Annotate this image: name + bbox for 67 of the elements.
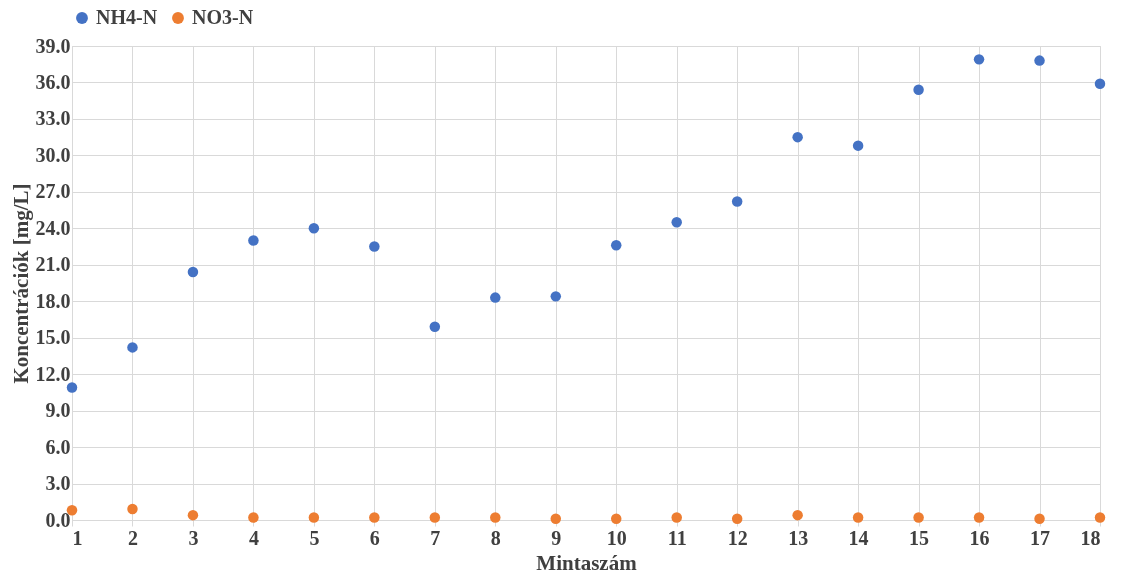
x-tick-label: 12 (727, 526, 748, 549)
point (973, 54, 985, 65)
point (550, 291, 562, 302)
y-tick-label: 24.0 (35, 216, 71, 239)
x-tick-label: 14 (848, 526, 869, 549)
x-tick-label: 16 (969, 526, 990, 549)
y-tick-label: 0.0 (45, 508, 71, 531)
y-tick-label: 39.0 (35, 34, 71, 57)
x-tick-label: 6 (369, 526, 380, 549)
point (1034, 55, 1045, 66)
x-tick-label: 3 (188, 526, 199, 549)
x-tick-label: 13 (788, 526, 809, 549)
point (308, 223, 320, 234)
x-tick-label: 4 (248, 526, 259, 549)
point (248, 235, 259, 246)
point (429, 321, 441, 332)
y-tick-label: 36.0 (35, 70, 71, 93)
x-tick-label: 5 (309, 526, 320, 549)
point (852, 140, 864, 151)
point (1094, 512, 1106, 523)
x-tick-label: 11 (667, 526, 687, 549)
point (913, 512, 924, 523)
x-axis-title: Mintaszám (536, 550, 638, 575)
x-tick-label: 1 (72, 526, 83, 549)
y-tick-label: 21.0 (35, 253, 71, 276)
y-tick-label: 27.0 (35, 180, 71, 203)
point (66, 382, 78, 393)
x-tick-label: 17 (1030, 526, 1051, 549)
y-tick-label: 30.0 (35, 143, 71, 166)
y-tick-label: 33.0 (35, 107, 71, 130)
legend-label: NH4-N (96, 6, 158, 28)
point (731, 196, 743, 207)
y-tick-label: 9.0 (45, 399, 71, 422)
point (127, 342, 138, 353)
x-tick-label: 9 (551, 526, 562, 549)
x-tick-label: 10 (606, 526, 627, 549)
point (127, 503, 138, 515)
point (490, 512, 501, 523)
point (490, 292, 501, 303)
point (852, 512, 864, 523)
point (187, 266, 199, 278)
point (792, 509, 803, 521)
x-tick-label: 2 (127, 526, 138, 549)
point (429, 512, 441, 523)
y-tick-label: 3.0 (45, 472, 71, 495)
point (248, 512, 259, 523)
point (913, 84, 924, 95)
legend-label: NO3-N (192, 6, 254, 28)
point (792, 131, 803, 143)
point (610, 240, 622, 251)
x-tick-label: 7 (430, 526, 441, 549)
y-axis-title: Koncentrációk [mg/L] (8, 183, 33, 384)
point (1094, 78, 1106, 89)
point (973, 512, 985, 523)
x-tick-label: 15 (909, 526, 930, 549)
point (369, 512, 380, 523)
x-tick-label: 18 (1080, 526, 1101, 549)
y-tick-label: 15.0 (35, 326, 71, 349)
point (671, 217, 682, 228)
point (369, 241, 380, 252)
x-tick-label: 8 (490, 526, 501, 549)
y-tick-label: 12.0 (35, 362, 71, 385)
point (187, 509, 199, 521)
point (671, 512, 682, 523)
y-tick-label: 18.0 (35, 289, 71, 312)
point (308, 512, 320, 523)
y-tick-label: 6.0 (45, 435, 71, 458)
